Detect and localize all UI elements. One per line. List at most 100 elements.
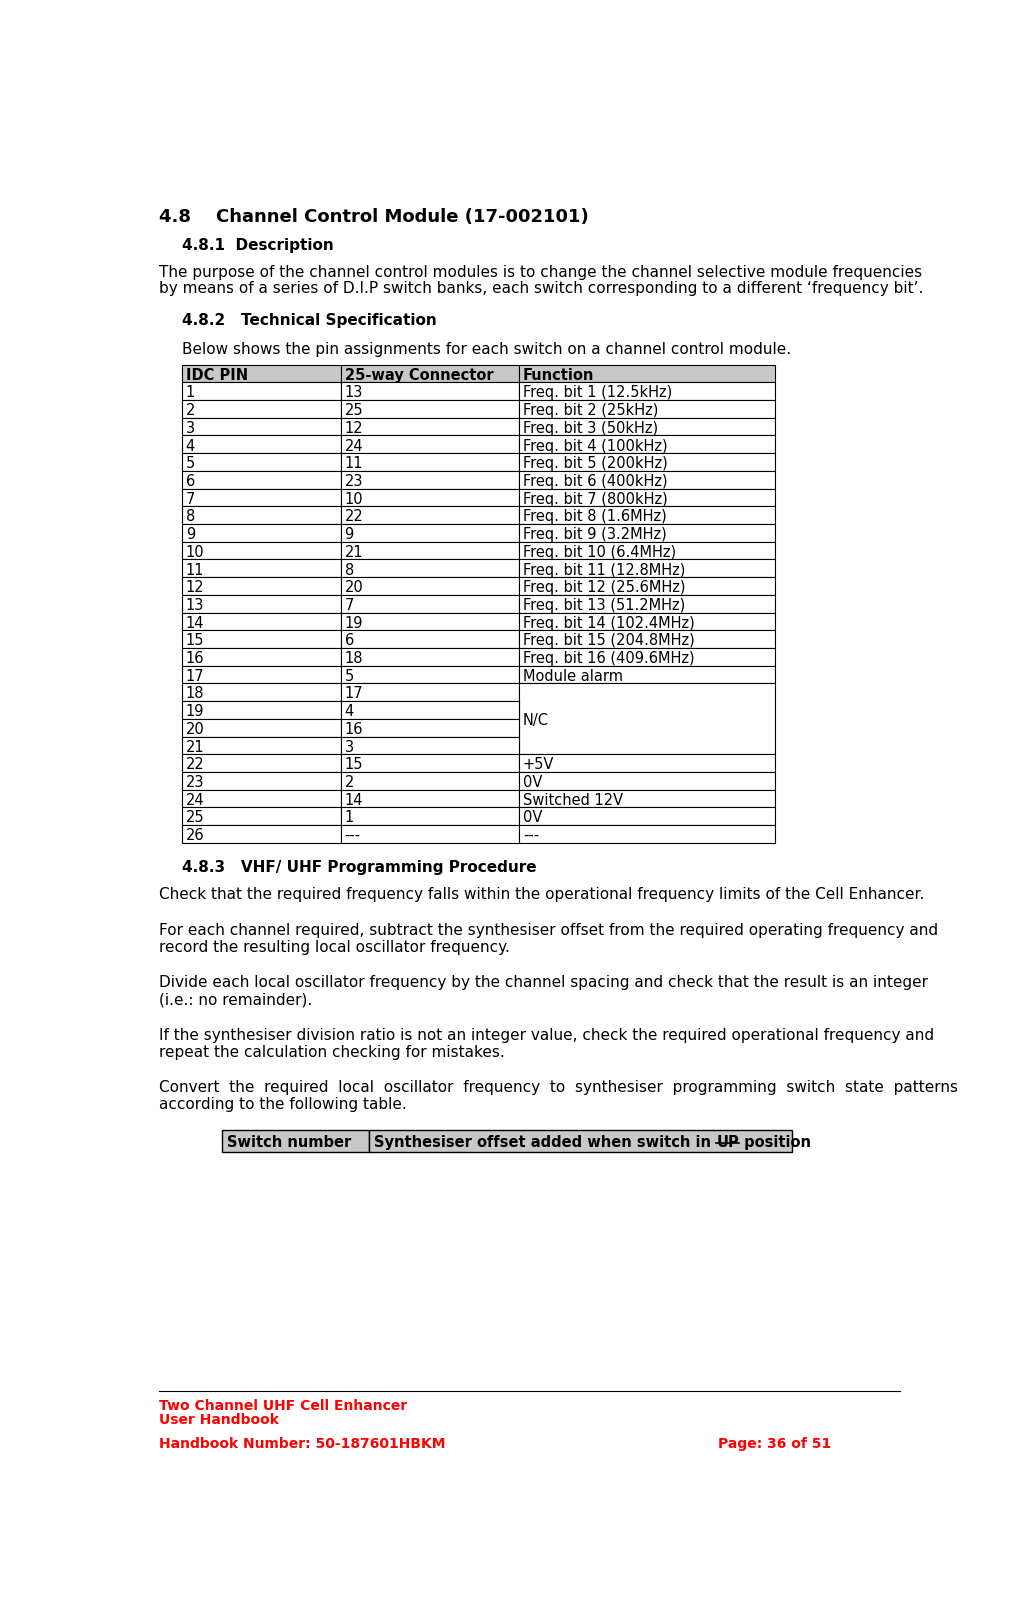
Bar <box>519 665 775 683</box>
Text: 6: 6 <box>186 475 195 489</box>
Bar <box>519 683 775 754</box>
Text: Freq. bit 9 (3.2MHz): Freq. bit 9 (3.2MHz) <box>523 528 666 542</box>
Bar <box>341 631 519 647</box>
Text: 3: 3 <box>345 739 353 755</box>
Text: Freq. bit 13 (51.2MHz): Freq. bit 13 (51.2MHz) <box>523 597 685 613</box>
Text: 4.8.2   Technical Specification: 4.8.2 Technical Specification <box>182 313 437 328</box>
Bar <box>182 400 341 418</box>
Text: 18: 18 <box>345 650 363 667</box>
Text: Freq. bit 4 (100kHz): Freq. bit 4 (100kHz) <box>523 439 667 454</box>
Bar <box>182 718 341 736</box>
Text: 4.8.1  Description: 4.8.1 Description <box>182 239 334 253</box>
Bar <box>341 471 519 489</box>
Bar <box>519 383 775 400</box>
Text: 15: 15 <box>345 757 363 773</box>
Bar <box>519 771 775 789</box>
Text: 14: 14 <box>186 615 205 631</box>
Text: 18: 18 <box>186 686 205 702</box>
Bar <box>341 807 519 825</box>
Text: 21: 21 <box>186 739 205 755</box>
Bar <box>182 754 341 771</box>
Text: Freq. bit 12 (25.6MHz): Freq. bit 12 (25.6MHz) <box>523 579 685 596</box>
Text: Freq. bit 16 (409.6MHz): Freq. bit 16 (409.6MHz) <box>523 650 694 667</box>
Text: 19: 19 <box>345 615 363 631</box>
Bar <box>341 683 519 700</box>
Text: ---: --- <box>523 828 539 843</box>
Bar <box>341 525 519 542</box>
Text: 23: 23 <box>345 475 363 489</box>
Text: repeat the calculation checking for mistakes.: repeat the calculation checking for mist… <box>159 1044 504 1059</box>
Bar <box>341 665 519 683</box>
Bar <box>182 700 341 718</box>
Text: 25: 25 <box>345 404 364 418</box>
Text: N/C: N/C <box>523 713 549 728</box>
Text: Handbook Number: 50-187601HBKM: Handbook Number: 50-187601HBKM <box>159 1436 445 1451</box>
Text: 25-way Connector: 25-way Connector <box>345 368 493 383</box>
Text: 2: 2 <box>345 775 354 789</box>
Bar <box>222 1130 370 1151</box>
Text: 20: 20 <box>186 721 205 738</box>
Bar <box>341 436 519 454</box>
Bar <box>341 365 519 383</box>
Bar <box>182 596 341 613</box>
Text: Divide each local oscillator frequency by the channel spacing and check that the: Divide each local oscillator frequency b… <box>159 975 928 991</box>
Bar <box>519 400 775 418</box>
Text: Freq. bit 3 (50kHz): Freq. bit 3 (50kHz) <box>523 421 658 436</box>
Text: 16: 16 <box>186 650 205 667</box>
Bar <box>519 560 775 578</box>
Bar <box>341 736 519 754</box>
Bar <box>182 383 341 400</box>
Bar <box>341 754 519 771</box>
Text: 7: 7 <box>345 597 354 613</box>
Text: 4.8.3   VHF/ UHF Programming Procedure: 4.8.3 VHF/ UHF Programming Procedure <box>182 860 536 875</box>
Bar <box>519 596 775 613</box>
Bar <box>341 596 519 613</box>
Text: Module alarm: Module alarm <box>523 668 623 684</box>
Bar <box>519 542 775 560</box>
Bar <box>182 436 341 454</box>
Text: 22: 22 <box>186 757 205 773</box>
Text: 1: 1 <box>186 386 195 400</box>
Bar <box>341 400 519 418</box>
Text: 23: 23 <box>186 775 205 789</box>
Bar <box>182 578 341 596</box>
Text: 13: 13 <box>345 386 363 400</box>
Text: 1: 1 <box>345 810 354 825</box>
Text: 11: 11 <box>345 457 363 471</box>
Bar <box>182 789 341 807</box>
Text: Synthesiser offset added when switch in: Synthesiser offset added when switch in <box>374 1135 716 1149</box>
Bar <box>519 525 775 542</box>
Text: Freq. bit 5 (200kHz): Freq. bit 5 (200kHz) <box>523 457 667 471</box>
Bar <box>182 507 341 525</box>
Text: 0V: 0V <box>523 810 542 825</box>
Bar <box>341 454 519 471</box>
Text: 7: 7 <box>186 492 195 507</box>
Bar <box>519 454 775 471</box>
Text: 26: 26 <box>186 828 205 843</box>
Bar <box>341 718 519 736</box>
Bar <box>341 613 519 631</box>
Text: 0V: 0V <box>523 775 542 789</box>
Text: 20: 20 <box>345 579 364 596</box>
Text: 21: 21 <box>345 546 364 560</box>
Bar <box>370 1130 791 1151</box>
Text: Check that the required frequency falls within the operational frequency limits : Check that the required frequency falls … <box>159 888 924 902</box>
Text: 24: 24 <box>186 792 205 807</box>
Bar <box>519 754 775 771</box>
Text: by means of a series of D.I.P switch banks, each switch corresponding to a diffe: by means of a series of D.I.P switch ban… <box>159 281 922 297</box>
Text: 9: 9 <box>186 528 195 542</box>
Bar <box>341 700 519 718</box>
Text: IDC PIN: IDC PIN <box>186 368 248 383</box>
Text: Freq. bit 14 (102.4MHz): Freq. bit 14 (102.4MHz) <box>523 615 694 631</box>
Bar <box>519 631 775 647</box>
Text: If the synthesiser division ratio is not an integer value, check the required op: If the synthesiser division ratio is not… <box>159 1028 934 1043</box>
Bar <box>182 454 341 471</box>
Text: Freq. bit 6 (400kHz): Freq. bit 6 (400kHz) <box>523 475 667 489</box>
Text: Freq. bit 7 (800kHz): Freq. bit 7 (800kHz) <box>523 492 667 507</box>
Bar <box>182 365 341 383</box>
Bar <box>519 789 775 807</box>
Text: 8: 8 <box>345 563 354 578</box>
Text: Freq. bit 2 (25kHz): Freq. bit 2 (25kHz) <box>523 404 658 418</box>
Text: 12: 12 <box>345 421 364 436</box>
Text: 15: 15 <box>186 633 205 649</box>
